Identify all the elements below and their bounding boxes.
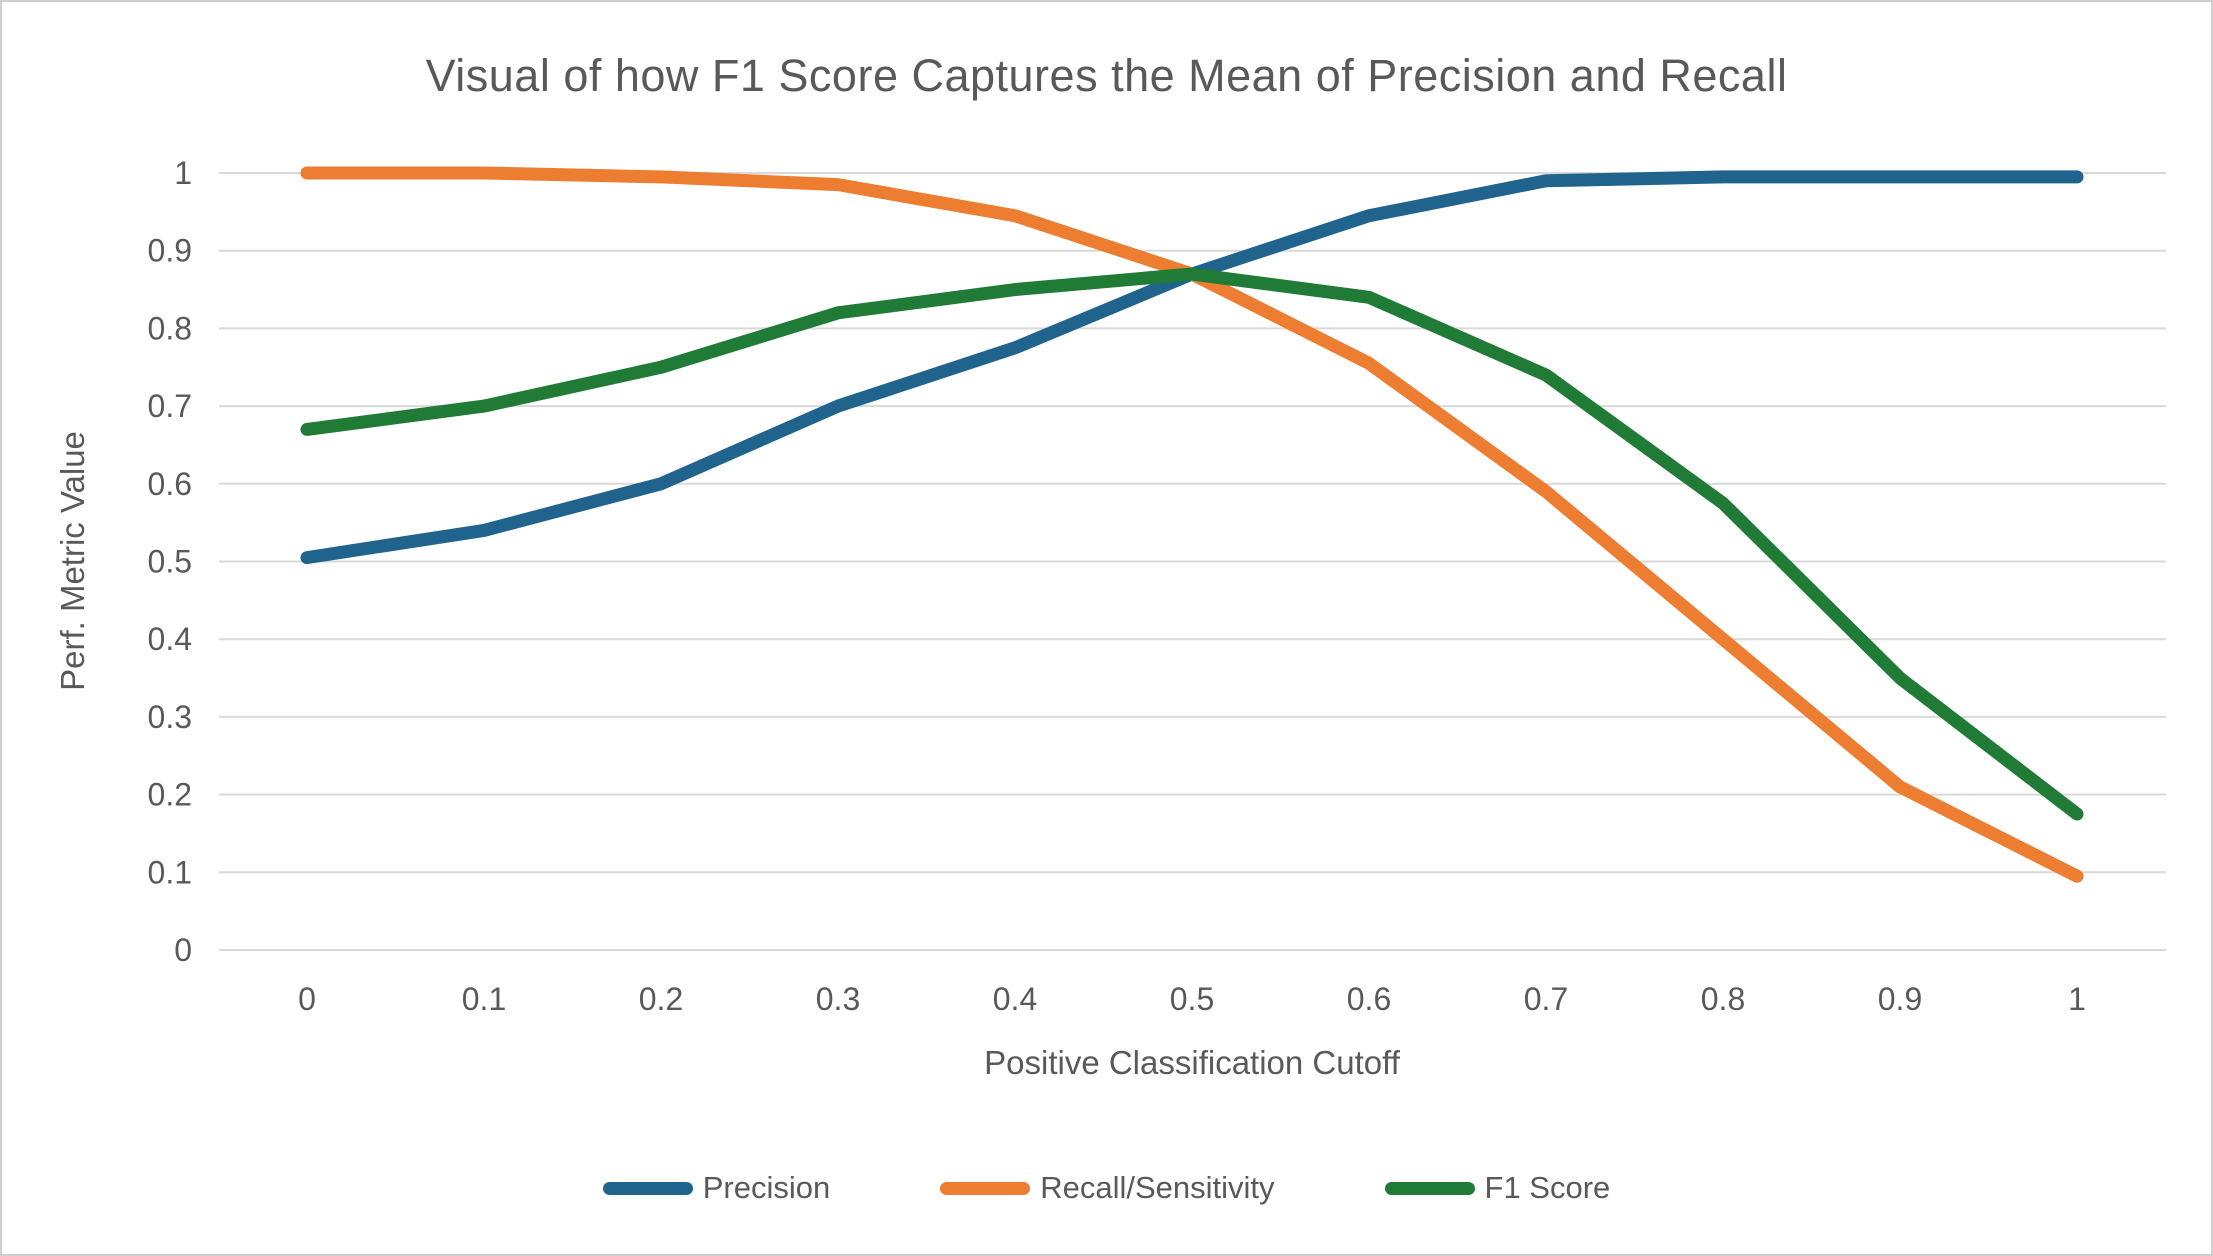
gridlines [219, 172, 2166, 951]
x-tick-label: 0.1 [462, 981, 506, 1017]
y-tick-label: 0.1 [148, 854, 192, 890]
legend-item-f1-score: F1 Score [1384, 1170, 1611, 1206]
x-tick-label: 1 [2068, 981, 2086, 1017]
legend-label: Precision [702, 1170, 831, 1205]
x-tick-label: 0.8 [1701, 981, 1745, 1017]
legend: Precision Recall/Sensitivity F1 Score [2, 1170, 2211, 1206]
legend-label: Recall/Sensitivity [1040, 1170, 1275, 1205]
x-axis-title: Positive Classification Cutoff [984, 1044, 1401, 1081]
y-tick-label: 0.7 [148, 388, 192, 424]
y-tick-label: 0 [174, 932, 192, 968]
x-tick-label: 0.6 [1347, 981, 1391, 1017]
series-lines [300, 166, 2084, 883]
legend-swatch [602, 1181, 693, 1195]
series-line-f1-score [300, 267, 2084, 821]
x-tick-label: 0.9 [1878, 981, 1922, 1017]
x-tick-label: 0.2 [639, 981, 683, 1017]
x-tick-label: 0.7 [1524, 981, 1568, 1017]
y-tick-label: 0.5 [148, 544, 192, 580]
legend-item-precision: Precision [602, 1170, 831, 1206]
y-tick-label: 0.2 [148, 777, 192, 813]
legend-label: F1 Score [1484, 1170, 1611, 1205]
y-tick-label: 0.6 [148, 466, 192, 502]
series-line-precision [300, 170, 2084, 565]
x-tick-label: 0.4 [993, 981, 1037, 1017]
legend-swatch [1384, 1181, 1475, 1195]
legend-item-recall-sensitivity: Recall/Sensitivity [940, 1170, 1275, 1206]
y-tick-label: 0.8 [148, 310, 192, 346]
chart-title: Visual of how F1 Score Captures the Mean… [425, 50, 1788, 101]
legend-swatch [940, 1181, 1031, 1195]
x-tick-label: 0 [298, 981, 316, 1017]
y-tick-label: 0.4 [148, 621, 192, 657]
y-tick-label: 1 [174, 155, 192, 191]
y-tick-label: 0.9 [148, 233, 192, 269]
x-axis-tick-labels: 0 0.1 0.2 0.3 0.4 0.5 0.6 0.7 0.8 0.9 1 [298, 981, 2086, 1017]
y-axis-tick-labels: 0 0.1 0.2 0.3 0.4 0.5 0.6 0.7 0.8 0.9 1 [148, 155, 192, 968]
x-tick-label: 0.3 [816, 981, 860, 1017]
y-axis-title: Perf. Metric Value [54, 431, 91, 691]
y-tick-label: 0.3 [148, 699, 192, 735]
x-tick-label: 0.5 [1170, 981, 1214, 1017]
